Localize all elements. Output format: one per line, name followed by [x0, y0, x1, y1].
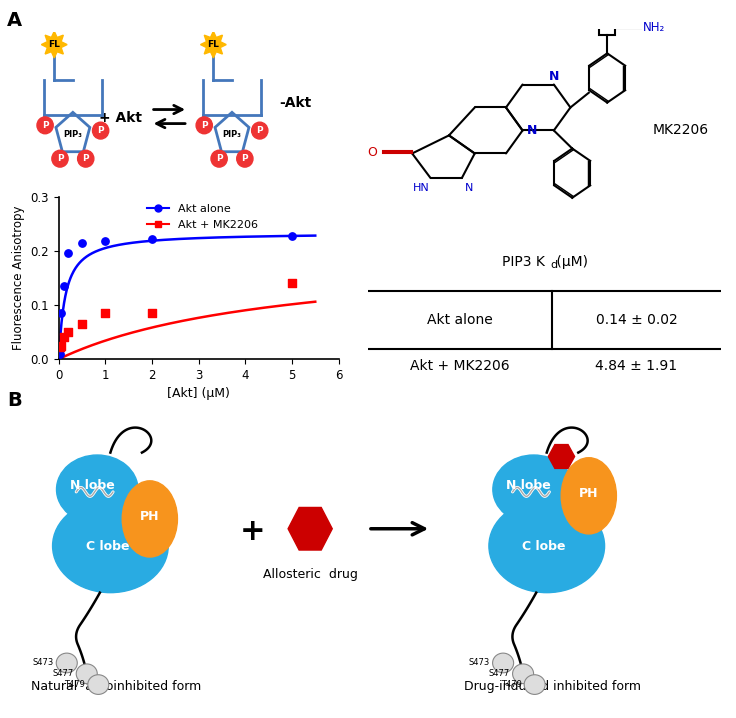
Point [146, 307, 158, 319]
Circle shape [252, 122, 268, 139]
Point [146, 234, 158, 246]
Text: P: P [256, 126, 263, 135]
Text: MK2206: MK2206 [653, 123, 709, 137]
Text: PIP3 K: PIP3 K [502, 254, 545, 269]
Text: PH: PH [140, 510, 160, 523]
Text: + Akt: + Akt [99, 111, 142, 126]
Text: O: O [367, 146, 377, 159]
Point [57, 281, 69, 292]
Text: N lobe: N lobe [70, 480, 114, 493]
Point [286, 230, 298, 242]
Point [55, 307, 67, 319]
Point [77, 238, 88, 249]
X-axis label: [Akt] (μM): [Akt] (μM) [167, 387, 230, 400]
Circle shape [56, 653, 77, 673]
Text: S477: S477 [52, 669, 74, 679]
Circle shape [492, 653, 514, 673]
Text: P: P [57, 154, 63, 163]
Polygon shape [548, 444, 575, 468]
Text: PH: PH [579, 487, 598, 500]
Circle shape [211, 150, 227, 167]
Text: -Akt: -Akt [280, 95, 311, 110]
Circle shape [93, 122, 109, 139]
Text: FL: FL [49, 40, 60, 49]
Circle shape [512, 664, 534, 684]
Text: C lobe: C lobe [86, 541, 130, 554]
Text: T479: T479 [500, 680, 522, 689]
Text: S473: S473 [469, 658, 490, 668]
Y-axis label: Fluorescence Anisotropy: Fluorescence Anisotropy [12, 206, 25, 350]
Text: S477: S477 [489, 669, 510, 679]
Text: P: P [241, 154, 248, 163]
Text: N: N [465, 183, 473, 193]
Ellipse shape [561, 457, 616, 534]
Text: FL: FL [208, 40, 219, 49]
Circle shape [237, 150, 253, 167]
Circle shape [37, 117, 53, 134]
Circle shape [77, 150, 94, 167]
Point [63, 247, 74, 258]
Polygon shape [288, 508, 332, 550]
Point [54, 348, 66, 360]
Text: PIP₃: PIP₃ [63, 130, 82, 139]
Circle shape [77, 664, 97, 684]
Text: S473: S473 [32, 658, 54, 668]
Text: C lobe: C lobe [523, 541, 566, 554]
Text: d: d [550, 260, 557, 270]
Ellipse shape [489, 499, 604, 592]
Text: A: A [7, 11, 23, 29]
Ellipse shape [52, 499, 169, 592]
Text: P: P [42, 121, 49, 130]
Point [55, 340, 67, 351]
Text: P: P [201, 121, 208, 130]
Text: Natural  autoinhibited form: Natural autoinhibited form [30, 679, 201, 693]
Ellipse shape [122, 481, 177, 557]
Text: N: N [526, 124, 537, 137]
Text: N lobe: N lobe [506, 480, 551, 493]
Text: N: N [548, 70, 559, 83]
Text: PIP₃: PIP₃ [222, 130, 241, 139]
Circle shape [52, 150, 68, 167]
Point [286, 277, 298, 289]
Text: P: P [82, 154, 89, 163]
Text: T479: T479 [64, 680, 85, 689]
Text: +: + [239, 517, 265, 546]
Point [99, 307, 111, 319]
Text: Allosteric  drug: Allosteric drug [263, 568, 358, 581]
Legend: Akt alone, Akt + MK2206: Akt alone, Akt + MK2206 [143, 200, 263, 234]
Text: Drug-induced inhibited form: Drug-induced inhibited form [464, 679, 640, 693]
Text: 4.84 ± 1.91: 4.84 ± 1.91 [595, 360, 678, 373]
Ellipse shape [57, 455, 138, 524]
Point [77, 318, 88, 330]
Text: HN: HN [413, 183, 430, 193]
Point [57, 332, 69, 343]
Point [63, 326, 74, 338]
Circle shape [196, 117, 213, 134]
Circle shape [88, 675, 109, 694]
Circle shape [524, 675, 545, 694]
Text: P: P [97, 126, 104, 135]
Polygon shape [41, 32, 67, 58]
Text: P: P [216, 154, 222, 163]
Text: (μM): (μM) [552, 254, 588, 269]
Polygon shape [200, 32, 226, 58]
Ellipse shape [493, 455, 574, 524]
Text: 0.14 ± 0.02: 0.14 ± 0.02 [595, 313, 677, 327]
Text: Akt + MK2206: Akt + MK2206 [410, 360, 509, 373]
Text: B: B [7, 391, 22, 410]
Point [99, 235, 111, 246]
Point [54, 342, 66, 353]
Text: Akt alone: Akt alone [427, 313, 492, 327]
Text: NH₂: NH₂ [643, 22, 665, 34]
